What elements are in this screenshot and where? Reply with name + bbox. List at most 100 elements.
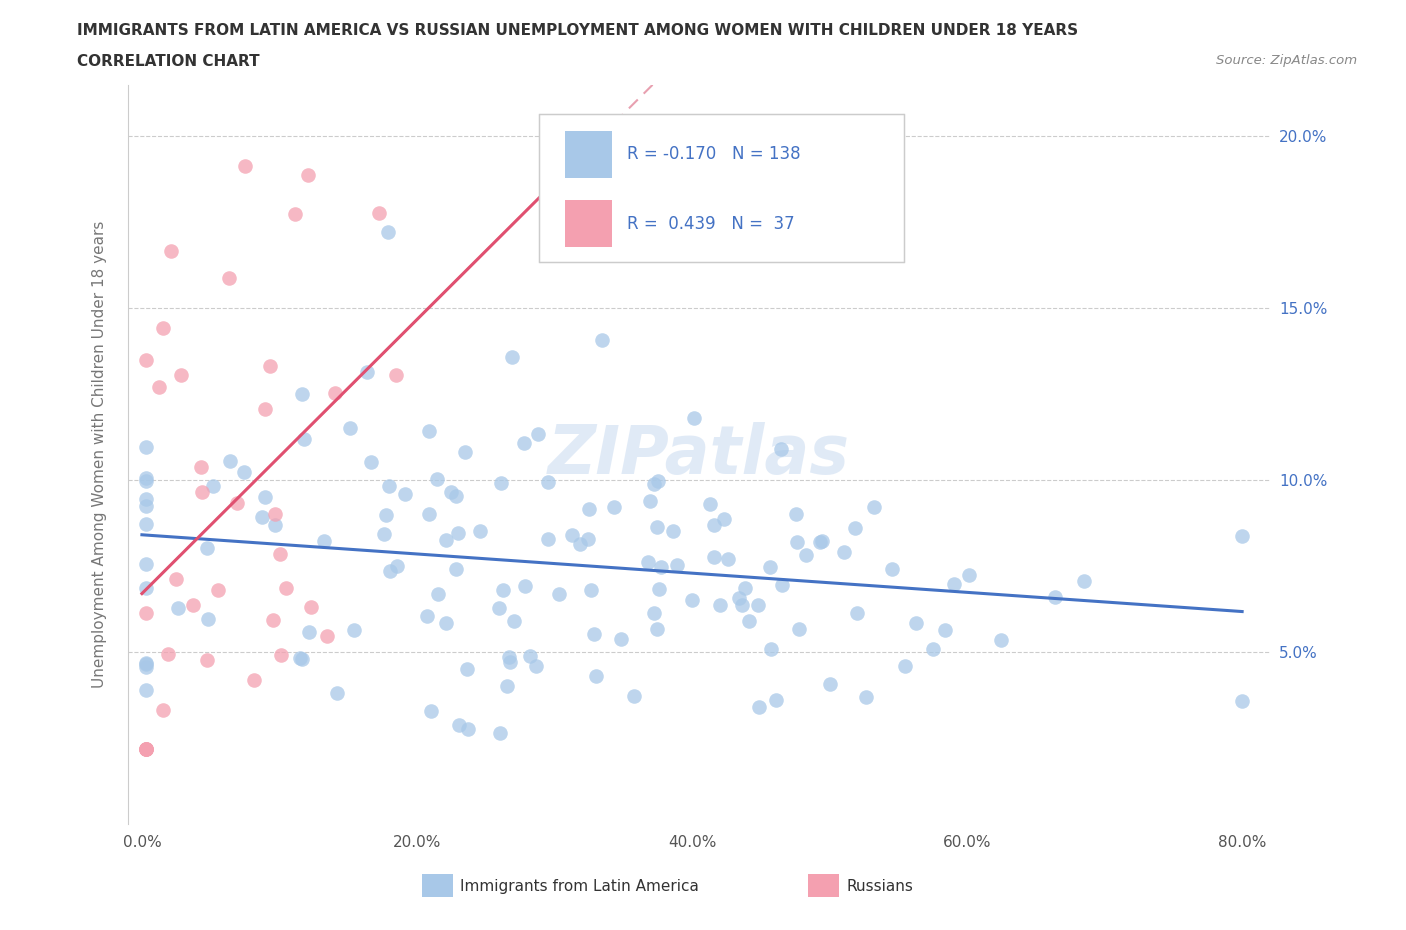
Point [990, 632, 1012, 647]
Point [135, 491, 157, 506]
Point [181, 598, 204, 613]
Point [703, 550, 725, 565]
Point [786, 535, 808, 550]
Point [135, 498, 157, 513]
Point [165, 571, 187, 586]
Point [135, 471, 157, 485]
Point [882, 562, 904, 577]
Text: Immigrants from Latin America: Immigrants from Latin America [460, 879, 699, 894]
Point [492, 583, 515, 598]
Point [488, 600, 510, 615]
Point [640, 493, 662, 508]
Point [703, 517, 725, 532]
Point [728, 591, 751, 605]
Point [233, 158, 256, 173]
Point [254, 489, 277, 504]
Point [135, 516, 157, 531]
Point [291, 651, 314, 666]
Point [135, 659, 157, 674]
Point [759, 642, 782, 657]
Point [254, 402, 277, 417]
Point [894, 659, 917, 674]
Point [457, 722, 479, 737]
Point [434, 533, 457, 548]
Point [418, 423, 440, 438]
Point [647, 473, 669, 488]
Point [385, 367, 408, 382]
Point [444, 562, 467, 577]
Point [501, 350, 523, 365]
Point [264, 518, 287, 533]
Point [135, 741, 157, 756]
Point [942, 577, 965, 591]
Point [233, 465, 256, 480]
Text: IMMIGRANTS FROM LATIN AMERICA VS RUSSIAN UNEMPLOYMENT AMONG WOMEN WITH CHILDREN : IMMIGRANTS FROM LATIN AMERICA VS RUSSIAN… [77, 23, 1078, 38]
Point [262, 613, 284, 628]
Point [527, 427, 550, 442]
Y-axis label: Unemployment Among Women with Children Under 18 years: Unemployment Among Women with Children U… [93, 221, 107, 688]
Point [167, 600, 190, 615]
Point [578, 502, 600, 517]
Point [373, 526, 395, 541]
Point [1073, 573, 1095, 588]
Point [135, 656, 157, 671]
Point [195, 652, 218, 667]
Point [844, 521, 866, 536]
Point [356, 365, 378, 379]
Point [734, 580, 756, 595]
Point [299, 600, 322, 615]
Point [569, 537, 592, 551]
Point [738, 614, 761, 629]
Point [377, 478, 399, 493]
Point [603, 499, 626, 514]
Point [650, 559, 672, 574]
Text: Russians: Russians [846, 879, 914, 894]
Point [863, 500, 886, 515]
Point [682, 411, 704, 426]
Point [207, 582, 229, 597]
Point [662, 524, 685, 538]
Point [499, 655, 522, 670]
Point [135, 473, 157, 488]
Point [769, 442, 792, 457]
Point [195, 541, 218, 556]
Point [456, 661, 478, 676]
Point [524, 658, 547, 673]
Point [515, 578, 537, 593]
Point [519, 649, 541, 664]
Point [444, 489, 467, 504]
Point [135, 683, 157, 698]
Point [426, 472, 449, 486]
Point [148, 379, 170, 394]
Point [394, 486, 416, 501]
Point [536, 475, 558, 490]
Point [135, 352, 157, 367]
Point [190, 459, 212, 474]
Point [785, 507, 807, 522]
Point [135, 741, 157, 756]
Point [252, 510, 274, 525]
Point [643, 476, 665, 491]
Point [904, 616, 927, 631]
Point [787, 621, 810, 636]
Point [759, 559, 782, 574]
Point [498, 649, 520, 664]
Point [645, 520, 668, 535]
Point [489, 475, 512, 490]
Point [159, 244, 181, 259]
Text: Source: ZipAtlas.com: Source: ZipAtlas.com [1216, 54, 1357, 67]
Point [561, 527, 583, 542]
Point [794, 548, 817, 563]
Point [765, 692, 787, 707]
Point [135, 556, 157, 571]
Point [243, 673, 266, 688]
Point [259, 359, 281, 374]
Point [468, 524, 491, 538]
Point [547, 586, 569, 601]
Text: ZIPatlas: ZIPatlas [548, 421, 849, 487]
Point [323, 386, 346, 401]
Point [264, 506, 287, 521]
Point [717, 551, 740, 566]
Point [297, 167, 319, 182]
Point [748, 700, 770, 715]
